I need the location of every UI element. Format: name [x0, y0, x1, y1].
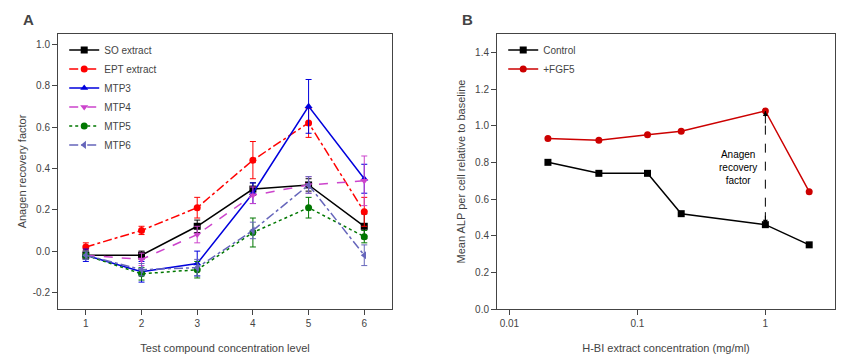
svg-text:Control: Control [543, 45, 575, 56]
svg-text:-0.2: -0.2 [33, 287, 51, 298]
svg-text:1.0: 1.0 [475, 120, 489, 131]
svg-text:0.4: 0.4 [475, 230, 489, 241]
svg-text:MTP3: MTP3 [104, 83, 131, 94]
svg-text:0.0: 0.0 [36, 246, 50, 257]
svg-text:0.4: 0.4 [36, 163, 50, 174]
svg-text:MTP6: MTP6 [104, 140, 131, 151]
svg-text:3: 3 [194, 318, 200, 329]
svg-text:5: 5 [306, 318, 312, 329]
svg-text:1.0: 1.0 [36, 39, 50, 50]
svg-text:A: A [23, 11, 34, 28]
svg-text:Test compound concentration le: Test compound concentration level [140, 342, 309, 354]
svg-text:H-BI extract concentration (mg: H-BI extract concentration (mg/ml) [582, 342, 750, 354]
svg-text:2: 2 [139, 318, 145, 329]
svg-text:Mean ALP per cell relative to: Mean ALP per cell relative to baseline [455, 80, 467, 264]
svg-text:0.8: 0.8 [36, 80, 50, 91]
svg-text:1.2: 1.2 [475, 84, 489, 95]
svg-text:Anagen recovery factor: Anagen recovery factor [16, 114, 28, 228]
svg-text:4: 4 [250, 318, 256, 329]
svg-text:MTP5: MTP5 [104, 121, 131, 132]
svg-text:0.6: 0.6 [475, 194, 489, 205]
svg-text:0.2: 0.2 [475, 267, 489, 278]
svg-text:1: 1 [83, 318, 89, 329]
svg-text:0.1: 0.1 [630, 318, 644, 329]
svg-text:B: B [462, 11, 473, 28]
svg-text:6: 6 [361, 318, 367, 329]
svg-text:0.8: 0.8 [475, 157, 489, 168]
svg-text:+FGF5: +FGF5 [543, 64, 575, 75]
svg-text:0.2: 0.2 [36, 204, 50, 215]
svg-text:0.01: 0.01 [500, 318, 520, 329]
svg-text:0.0: 0.0 [475, 304, 489, 315]
svg-text:MTP4: MTP4 [104, 102, 131, 113]
svg-text:SO extract: SO extract [104, 45, 151, 56]
svg-text:Anagenrecoveryfactor: Anagenrecoveryfactor [719, 149, 757, 186]
svg-text:EPT extract: EPT extract [104, 64, 156, 75]
svg-text:1.4: 1.4 [475, 47, 489, 58]
svg-text:1: 1 [763, 318, 769, 329]
svg-text:0.6: 0.6 [36, 122, 50, 133]
